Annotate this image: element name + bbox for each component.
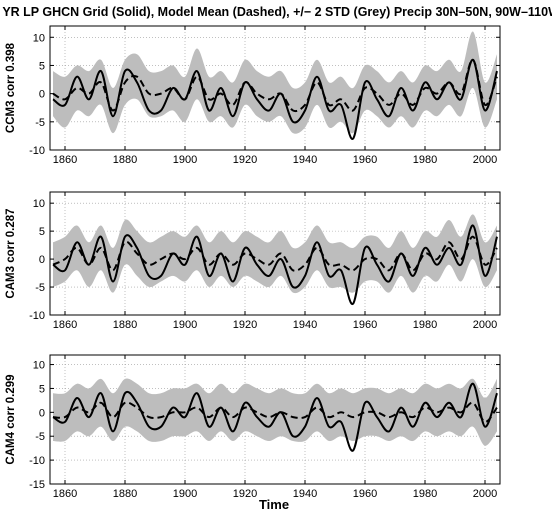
y-tick-label: 10 — [33, 198, 45, 210]
x-tick-label: 2000 — [473, 319, 497, 331]
x-tick-label: 1880 — [113, 488, 137, 500]
y-tick-label: -10 — [29, 145, 45, 157]
y-tick-label: 5 — [39, 60, 45, 72]
x-tick-label: 1940 — [293, 319, 317, 331]
x-tick-label: 1940 — [293, 488, 317, 500]
panel-2: 1860 1880 1900 1920 1940 1960 1980 2000 -10 -5 0 5 1… — [5, 191, 501, 331]
x-tick-label: 1980 — [413, 319, 437, 331]
x-tick-label: 1860 — [53, 488, 77, 500]
y-tick-label: -10 — [29, 455, 45, 467]
y-tick-label: -10 — [29, 310, 45, 322]
std-band — [53, 214, 497, 294]
x-tick-label: 1880 — [113, 154, 137, 166]
x-tick-label: 1960 — [353, 154, 377, 166]
y-tick-label: -5 — [35, 431, 45, 443]
observed-line — [52, 224, 498, 305]
x-tick-label: 1940 — [293, 154, 317, 166]
model-mean-line — [52, 401, 498, 423]
y-axis-label: CCM3 corr 0.398 — [5, 42, 17, 133]
x-tick-label: 1960 — [353, 488, 377, 500]
y-axis-label: CAM3 corr 0.287 — [5, 208, 17, 298]
panels: 1860 1880 1900 1920 1940 1960 1980 2000-10-5051… — [5, 25, 501, 500]
x-tick-label: 1920 — [233, 319, 257, 331]
x-tick-label: 1920 — [233, 488, 257, 500]
x-tick-label: 1880 — [113, 319, 137, 331]
model-mean-line — [52, 58, 498, 113]
x-tick-label: 1900 — [173, 154, 197, 166]
x-tick-label: 2000 — [473, 154, 497, 166]
panel-1: 1860 1880 1900 1920 1940 1960 1980 2000 -10 -5 0 5 1… — [5, 25, 501, 166]
plot-frame — [49, 25, 501, 151]
x-tick-label: 1860 — [53, 154, 77, 166]
y-tick-label: 0 — [39, 407, 45, 419]
y-tick-label: 0 — [39, 254, 45, 266]
x-axis-label: Time — [259, 497, 289, 512]
y-tick-label: 10 — [33, 360, 45, 372]
observed-line — [52, 382, 498, 452]
x-tick-label: 1960 — [353, 319, 377, 331]
figure-title: 6 YR LP GHCN Grid (Solid), Model Mean (D… — [0, 5, 552, 19]
x-tick-label: 2000 — [473, 488, 497, 500]
y-tick-label: 5 — [39, 383, 45, 395]
observed-line — [52, 58, 498, 140]
y-tick-label: 5 — [39, 226, 45, 238]
x-tick-label: 1900 — [173, 488, 197, 500]
x-tick-label: 1860 — [53, 319, 77, 331]
x-tick-label: 1920 — [233, 154, 257, 166]
x-tick-label: 1900 — [173, 319, 197, 331]
y-tick-label: 0 — [39, 89, 45, 101]
panel-3: 1860 1880 1900 1920 1940 1960 1980 2000 -15 -10 -5… — [5, 354, 501, 500]
x-tick-label: 1980 — [413, 488, 437, 500]
y-tick-label: -5 — [35, 117, 45, 129]
y-axis-label: CAM4 corr 0.299 — [5, 374, 17, 464]
plot-frame — [49, 191, 501, 316]
x-tick-label: 1980 — [413, 154, 437, 166]
std-band — [53, 31, 497, 134]
y-tick-label: -5 — [35, 282, 45, 294]
y-tick-label: 10 — [33, 32, 45, 44]
plot-frame — [49, 354, 501, 485]
y-tick-label: -15 — [29, 479, 45, 491]
